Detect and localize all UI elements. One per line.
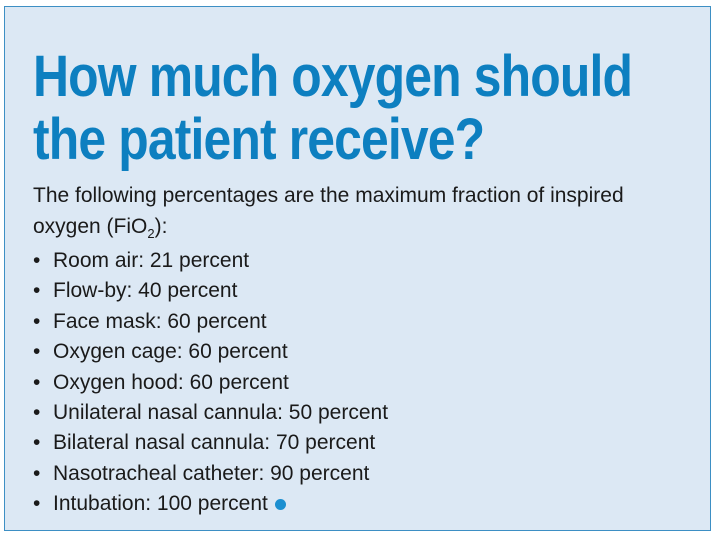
end-mark-icon <box>274 499 286 511</box>
list-item: • Room air: 21 percent <box>33 246 388 276</box>
bullet-icon: • <box>33 370 41 394</box>
oxygen-list: • Room air: 21 percent • Flow-by: 40 perce… <box>33 246 388 520</box>
bullet-icon: • <box>33 461 41 485</box>
list-item-text: Nasotracheal catheter: 90 percent <box>53 461 370 485</box>
list-item: • Face mask: 60 percent <box>33 307 388 337</box>
bullet-icon: • <box>33 492 41 516</box>
bullet-icon: • <box>33 309 41 333</box>
list-item: • Oxygen hood: 60 percent <box>33 368 388 398</box>
intro-paragraph: The following percentages are the maximu… <box>33 181 673 242</box>
list-item-text: Oxygen cage: 60 percent <box>53 340 288 364</box>
bullet-icon: • <box>33 279 41 303</box>
list-item: • Bilateral nasal cannula: 70 percent <box>33 428 388 458</box>
list-item-text: Unilateral nasal cannula: 50 percent <box>53 401 389 425</box>
list-item-text: Flow-by: 40 percent <box>53 279 238 303</box>
bullet-icon: • <box>33 249 41 272</box>
list-item-text: Room air: 21 percent <box>53 249 250 272</box>
bullet-icon: • <box>33 401 41 425</box>
list-item-text: Face mask: 60 percent <box>53 309 267 333</box>
intro-text: The following percentages are the maximu… <box>33 184 624 238</box>
page-title: How much oxygen should the patient recei… <box>33 44 633 172</box>
bullet-icon: • <box>33 340 41 364</box>
list-item: • Flow-by: 40 percent <box>33 276 388 306</box>
list-item-text: Intubation: 100 percent <box>53 492 268 516</box>
intro-subscript: 2 <box>147 225 155 241</box>
info-box: How much oxygen should the patient recei… <box>4 6 711 531</box>
list-item-text: Oxygen hood: 60 percent <box>53 370 289 394</box>
list-item: • Unilateral nasal cannula: 50 percent <box>33 398 388 428</box>
list-item: • Intubation: 100 percent <box>33 489 388 519</box>
title-line-1: How much oxygen should <box>33 44 633 109</box>
list-item: • Nasotracheal catheter: 90 percent <box>33 459 388 489</box>
bullet-icon: • <box>33 431 41 455</box>
list-item-text: Bilateral nasal cannula: 70 percent <box>53 431 376 455</box>
intro-text-end: ): <box>154 214 168 238</box>
title-line-2: the patient receive? <box>33 107 485 172</box>
list-item: • Oxygen cage: 60 percent <box>33 337 388 367</box>
